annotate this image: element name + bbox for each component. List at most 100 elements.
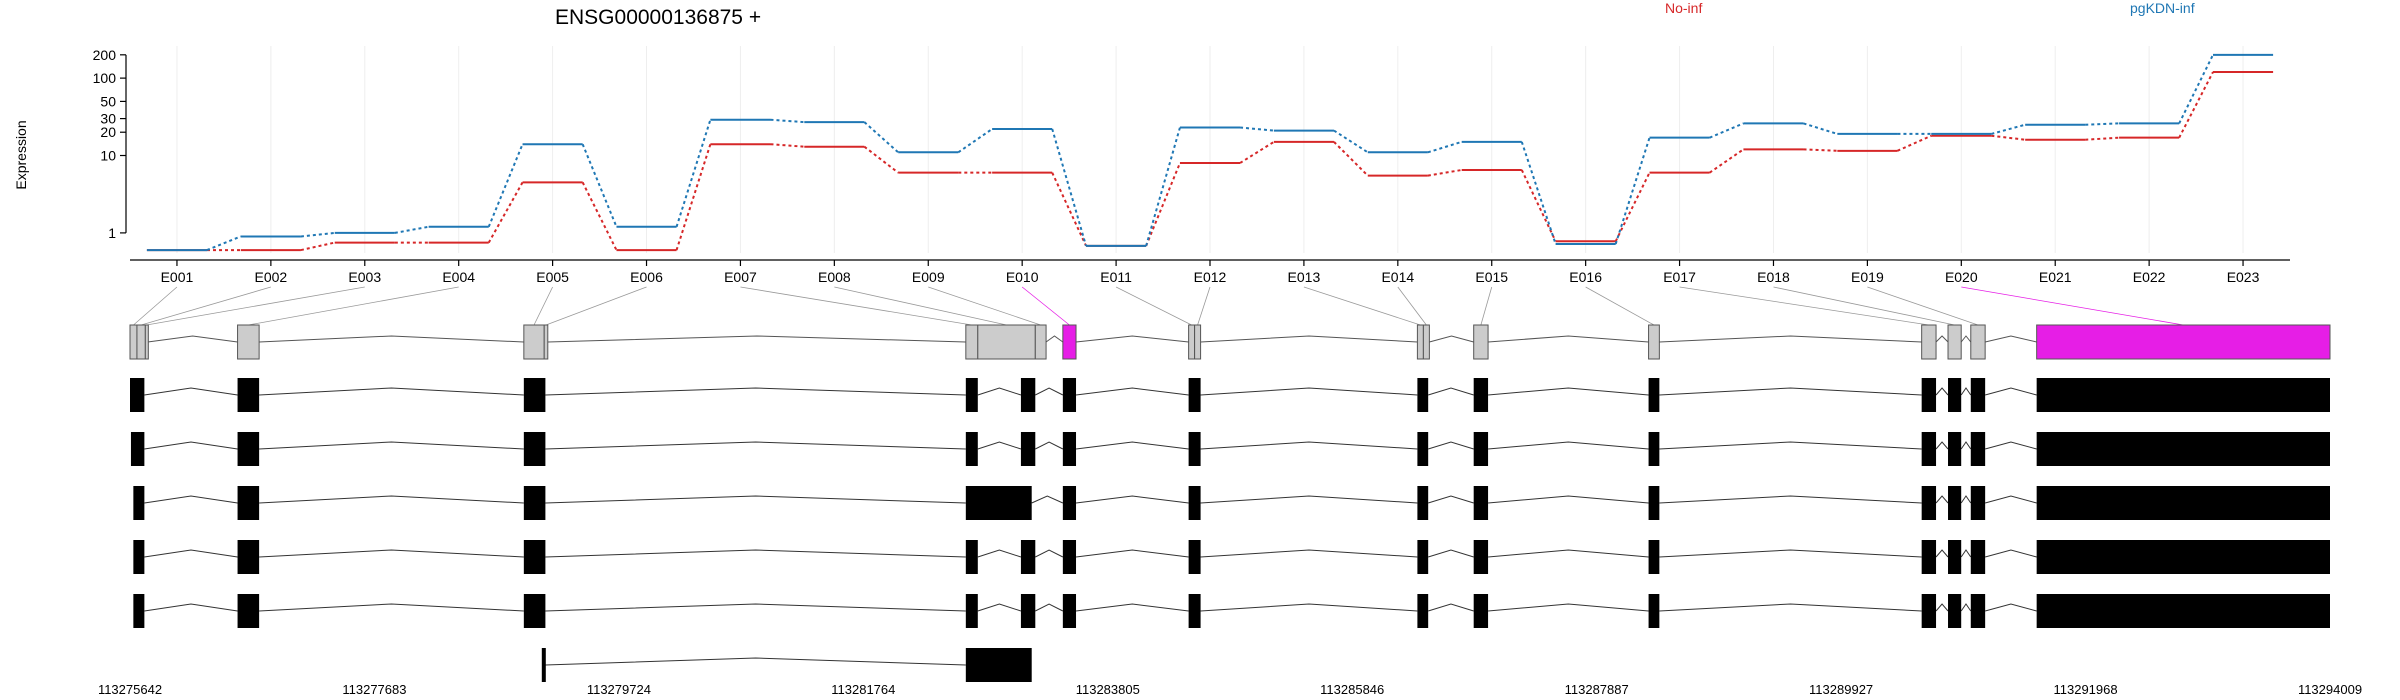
intron-line (1985, 603, 2037, 612)
transcript-exon (965, 486, 1032, 520)
y-axis-label: Expression (13, 120, 29, 189)
series-connector (487, 143, 524, 228)
transcript-exon (1188, 594, 1201, 628)
coord-tick-label: 113289927 (1809, 682, 1873, 697)
intron-line (1031, 495, 1064, 504)
transcript-exon (130, 378, 145, 412)
intron-line (1488, 549, 1649, 558)
exon-connector (1961, 286, 2184, 326)
intron-line (1659, 335, 1922, 343)
transcript-exon (1948, 540, 1962, 574)
intron-line (147, 335, 238, 343)
intron-line (144, 441, 238, 450)
x-tick-label: E022 (2133, 269, 2166, 285)
series-connector (2178, 54, 2214, 124)
series-connector (770, 143, 805, 148)
series-connector (863, 145, 899, 174)
transcript (541, 648, 1032, 682)
series-connector (1709, 148, 1744, 174)
chart-title: ENSG00000136875 + (555, 6, 761, 29)
intron-line (1075, 441, 1189, 450)
transcript-exon (1417, 594, 1429, 628)
meta-exon (1188, 324, 1196, 360)
transcript-exon (1921, 378, 1937, 412)
transcript-exon (1921, 486, 1937, 520)
y-tick-label: 30 (100, 111, 116, 127)
transcript-exon (965, 378, 978, 412)
meta-exon (144, 324, 149, 360)
transcript-exon (2036, 378, 2330, 412)
transcript-exon (2036, 540, 2330, 574)
transcript-exon (1417, 486, 1429, 520)
x-tick-label: E016 (1569, 269, 1602, 285)
transcript-exon (965, 432, 978, 466)
intron-line (1488, 387, 1649, 396)
intron-line (1659, 603, 1922, 612)
vertical-gridlines (176, 46, 2244, 253)
meta-exon (129, 324, 138, 360)
series-connector (1051, 128, 1087, 247)
transcript-exon (523, 486, 546, 520)
intron-line (977, 603, 1022, 612)
exon-connector (740, 286, 972, 326)
series-connector (1333, 141, 1369, 177)
transcript-exon (1648, 432, 1660, 466)
transcript (133, 486, 2330, 520)
series-connector (1803, 122, 1838, 135)
exon-connector (1115, 286, 1192, 326)
intron-line (1075, 495, 1189, 504)
transcript-exon (1188, 540, 1201, 574)
intron-line (1035, 549, 1064, 558)
intron-line (259, 335, 524, 343)
x-tick-label: E017 (1663, 269, 1696, 285)
intron-line (545, 657, 966, 666)
transcript-exon (1948, 486, 1962, 520)
x-tick-label: E001 (161, 269, 194, 285)
intron-line (977, 549, 1022, 558)
intron-line (1075, 603, 1189, 612)
meta-exon (1194, 324, 1202, 360)
series-connector (300, 231, 335, 238)
x-tick-label: E009 (912, 269, 945, 285)
transcript-exon (1473, 540, 1489, 574)
exon-connector (1585, 286, 1655, 326)
intron-line (1428, 387, 1474, 396)
series-connector (1239, 141, 1275, 164)
series-connector (206, 235, 242, 252)
intron-line (1075, 387, 1189, 396)
transcript-exon (1921, 594, 1937, 628)
exon-connector (1773, 286, 1955, 326)
series-connector (1991, 134, 2026, 141)
series-connector (1897, 134, 1932, 152)
genomic-coordinate-axis: 113275642 113277683 113279724 113281764 1132… (98, 682, 2362, 697)
transcript (130, 432, 2330, 466)
series-connector (957, 128, 993, 154)
coord-tick-label: 113287887 (1565, 682, 1629, 697)
series-connector (1427, 140, 1462, 154)
transcript-exon (1062, 486, 1077, 520)
intron-line (1960, 441, 1972, 450)
intron-line (1659, 495, 1922, 504)
intron-line (1428, 441, 1474, 450)
intron-line (1428, 549, 1474, 558)
transcript-exon (1948, 432, 1962, 466)
meta-exon (1947, 324, 1962, 360)
transcript-exon (1473, 378, 1489, 412)
transcript-exon (133, 594, 145, 628)
expression-series (146, 53, 2274, 252)
intron-line (1035, 603, 1064, 612)
intron-line (1960, 335, 1972, 343)
intron-line (1935, 549, 1949, 558)
intron-line (1985, 549, 2037, 558)
series-connector (1614, 172, 1651, 242)
transcript-exon (965, 648, 1032, 682)
intron-line (545, 603, 966, 612)
x-tick-label: E002 (255, 269, 288, 285)
intron-line (1985, 495, 2037, 504)
transcript-exon (965, 594, 978, 628)
intron-line (1200, 549, 1418, 558)
transcript-exon (133, 540, 145, 574)
series-connector (487, 181, 524, 244)
transcript-exon (1948, 378, 1962, 412)
